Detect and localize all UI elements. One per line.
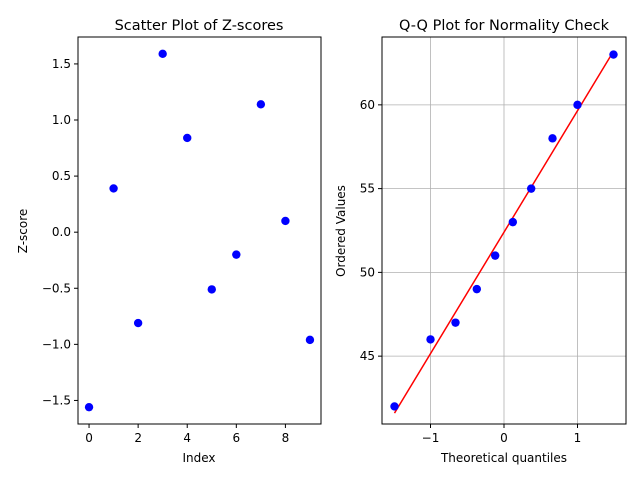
zscore-data-point — [232, 250, 241, 259]
qq-y-tick-label: 60 — [360, 98, 375, 112]
zscore-data-point — [281, 216, 290, 226]
qq-y-tick-label: 50 — [360, 265, 375, 279]
qq-data-point — [526, 184, 536, 193]
qq-x-tick-label: 1 — [574, 431, 582, 445]
zscore-scatter-panel: Scatter Plot of Z-scores Index Z-score 0… — [16, 18, 322, 465]
zscore-x-tick-label: 6 — [232, 431, 240, 445]
zscore-y-tick-label: −1.5 — [42, 393, 71, 407]
qq-data-point — [609, 50, 618, 59]
qq-y-axis-label: Ordered Values — [334, 185, 348, 277]
zscore-x-tick-label: 2 — [134, 431, 142, 445]
zscore-y-tick-label: 1.0 — [52, 113, 71, 127]
qq-plot-panel: Q-Q Plot for Normality Check Theoretical… — [334, 18, 627, 465]
qq-y-tick-label: 55 — [360, 182, 375, 196]
zscore-y-tick-label: 1.5 — [52, 57, 71, 71]
qq-y-tick-label: 45 — [360, 349, 375, 363]
qq-x-tick-label: 0 — [500, 431, 508, 445]
qq-data-point — [548, 134, 557, 143]
zscore-x-tick-label: 4 — [183, 431, 191, 445]
zscore-chart-title: Scatter Plot of Z-scores — [115, 18, 284, 34]
zscore-x-tick-label: 0 — [85, 431, 93, 445]
qq-data-point — [472, 284, 482, 294]
zscore-x-tick-label: 8 — [282, 431, 290, 445]
qq-data-point — [451, 318, 460, 327]
zscore-y-tick-label: −0.5 — [42, 281, 71, 295]
zscore-y-tick-label: −1.0 — [42, 337, 71, 351]
zscore-y-tick-label: 0.5 — [52, 169, 71, 183]
zscore-data-point — [84, 402, 94, 412]
zscore-data-point — [158, 49, 167, 59]
zscore-y-tick-label: 0.0 — [52, 225, 71, 239]
qq-chart-title: Q-Q Plot for Normality Check — [399, 18, 610, 34]
qq-fit-line — [393, 50, 615, 414]
zscore-data-point — [133, 318, 143, 328]
zscore-x-axis-label: Index — [182, 451, 215, 465]
qq-data-point — [390, 402, 399, 411]
qq-x-tick-label: −1 — [422, 431, 440, 445]
qq-data-point — [573, 100, 582, 110]
qq-x-axis-label: Theoretical quantiles — [440, 451, 567, 465]
qq-data-point — [508, 217, 518, 227]
qq-data-point — [426, 335, 435, 344]
qq-data-point — [490, 251, 500, 260]
zscore-data-point — [109, 184, 118, 193]
zscore-data-point — [207, 285, 216, 294]
zscore-data-point — [183, 133, 192, 143]
zscore-axes-frame — [77, 36, 322, 425]
zscore-data-point — [256, 100, 266, 109]
zscore-data-point — [305, 335, 315, 345]
zscore-y-axis-label: Z-score — [16, 209, 30, 254]
